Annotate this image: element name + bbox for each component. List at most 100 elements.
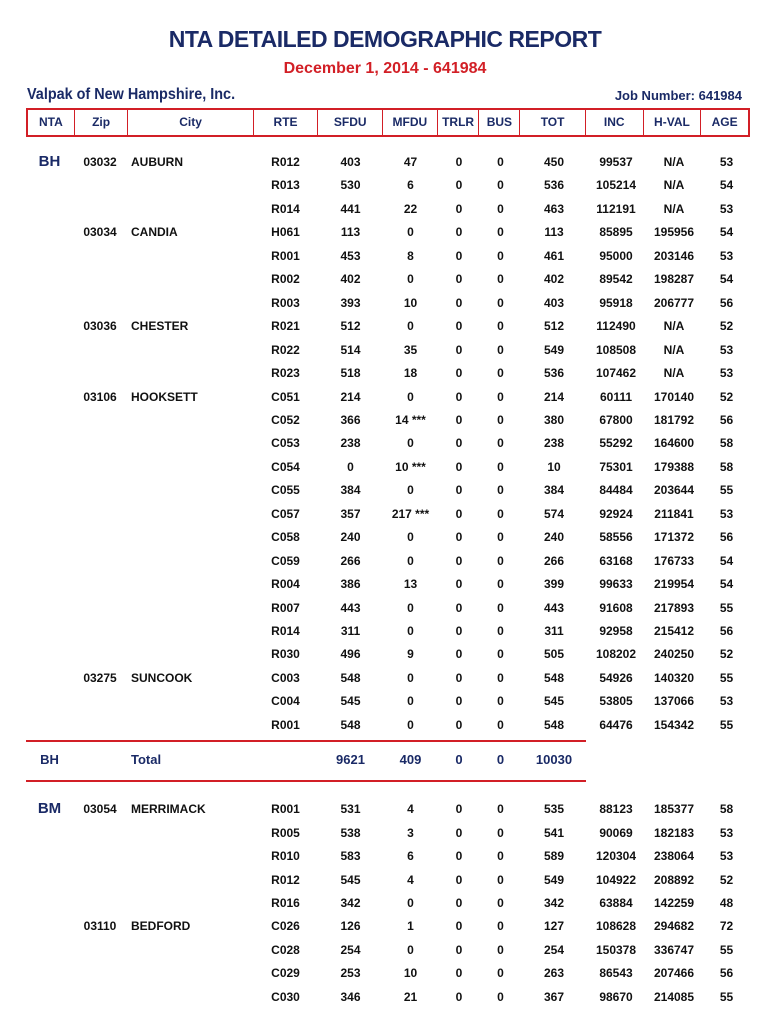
cell-bus: 0	[497, 530, 504, 545]
cell-mfdu: 0	[407, 272, 414, 287]
cell-city	[127, 551, 253, 571]
cell-hval	[645, 750, 703, 770]
cell-rte: R002	[271, 272, 300, 287]
cell-hval: 182183	[653, 825, 695, 840]
cell-bus: 0	[497, 694, 504, 709]
table-row: 03275 SUNCOOK C003 548 0 0 0 548 54926 140320 55	[26, 668, 750, 688]
cell-zip	[73, 750, 127, 770]
cell-city	[127, 846, 253, 866]
cell-trlr: 0	[455, 600, 463, 615]
cell-age: 56	[719, 966, 734, 981]
cell-mfdu: 0	[407, 600, 414, 615]
cell-sfdu: 512	[340, 319, 361, 334]
cell-zip: 03275	[83, 670, 117, 685]
cell-age: 53	[719, 849, 734, 864]
cell-bus: 0	[497, 295, 504, 310]
cell-nta: BH	[38, 153, 61, 170]
cell-trlr: 0	[455, 295, 463, 310]
cell-city	[127, 870, 253, 890]
cell-tot: 399	[543, 577, 565, 592]
col-nta: NTA	[28, 110, 75, 135]
cell-inc: 112191	[596, 201, 636, 216]
cell-sfdu: 453	[340, 248, 361, 263]
cell-bus: 0	[497, 506, 504, 521]
cell-trlr: 0	[455, 319, 463, 334]
cell-age: 56	[719, 412, 734, 427]
cell-trlr: 0	[455, 717, 463, 732]
table-row: R007 443 0 0 0 443 91608 217893 55	[26, 598, 750, 618]
table-row: C059 266 0 0 0 266 63168 176733 54	[26, 551, 750, 571]
cell-age: 56	[719, 624, 734, 638]
table-row: R004 386 13 0 0 399 99633 219954 54	[26, 574, 750, 594]
table-row: R010 583 6 0 0 589 120304 238064 53	[26, 846, 750, 866]
cell-rte: C029	[271, 966, 300, 981]
cell-rte: C052	[271, 412, 300, 427]
cell-sfdu: 545	[340, 872, 361, 887]
job-number: Job Number: 641984	[614, 88, 742, 103]
cell-sfdu: 518	[340, 366, 361, 381]
cell-sfdu: 266	[340, 553, 361, 568]
table-row: BH 03032 AUBURN R012 403 47 0 0 450 99537 N/A 53	[26, 152, 750, 172]
cell-trlr: 0	[455, 670, 463, 685]
cell-tot: 384	[543, 483, 565, 498]
cell-tot: 240	[543, 530, 565, 545]
cell-nta	[26, 691, 73, 711]
cell-age: 54	[719, 178, 734, 193]
cell-rte: R010	[271, 849, 300, 864]
cell-zip	[73, 175, 127, 195]
cell-mfdu: 9	[407, 647, 414, 662]
cell-city	[127, 963, 253, 983]
cell-inc: 91608	[599, 600, 633, 615]
cell-tot: 342	[543, 896, 565, 911]
cell-rte	[253, 750, 318, 770]
cell-nta	[26, 340, 73, 360]
table-row: R023 518 18 0 0 536 107462 N/A 53	[26, 363, 750, 383]
cell-zip	[73, 691, 127, 711]
cell-age: 55	[719, 670, 734, 685]
cell-tot: 113	[544, 225, 564, 240]
cell-tot: 541	[543, 825, 565, 840]
cell-bus: 0	[497, 942, 504, 957]
cell-inc: 64476	[599, 717, 633, 732]
cell-bus: 0	[497, 412, 504, 427]
cell-hval: 154342	[653, 717, 695, 732]
cell-age: 56	[719, 530, 734, 545]
cell-bus: 0	[497, 896, 504, 911]
cell-city	[127, 175, 253, 195]
cell-rte: R007	[271, 600, 300, 615]
cell-zip	[73, 621, 127, 641]
cell-mfdu: 4	[407, 802, 414, 817]
cell-zip: 03036	[83, 319, 117, 334]
table-row: R016 342 0 0 0 342 63884 142259 48	[26, 893, 750, 913]
cell-mfdu: 0	[407, 942, 414, 957]
cell-zip	[73, 527, 127, 547]
table-row: C055 384 0 0 0 384 84484 203644 55	[26, 480, 750, 500]
cell-rte: C058	[271, 530, 300, 545]
cell-bus: 0	[497, 802, 504, 817]
cell-tot: 512	[543, 319, 565, 334]
cell-inc: 55292	[599, 436, 633, 451]
cell-hval: 164600	[653, 436, 695, 451]
cell-trlr: 0	[455, 530, 463, 545]
table-row: R022 514 35 0 0 549 108508 N/A 53	[26, 340, 750, 360]
cell-tot: 238	[543, 436, 565, 451]
cell-inc: 92924	[599, 506, 633, 521]
cell-mfdu: 0	[407, 530, 414, 545]
cell-tot: 443	[543, 600, 565, 615]
cell-rte: C003	[271, 670, 300, 685]
cell-bus: 0	[497, 647, 504, 662]
cell-mfdu: 0	[407, 225, 414, 240]
cell-zip	[73, 644, 127, 664]
cell-age: 52	[719, 872, 734, 887]
cell-mfdu: 0	[407, 319, 414, 334]
cell-city	[127, 940, 253, 960]
cell-city: Total	[131, 752, 162, 768]
cell-city	[127, 715, 253, 735]
col-inc: INC	[586, 110, 644, 135]
cell-hval: 198287	[653, 272, 695, 287]
cell-nta	[26, 846, 73, 866]
cell-mfdu: 47	[403, 155, 418, 169]
cell-inc: 112490	[596, 319, 636, 334]
cell-nta	[26, 823, 73, 843]
cell-trlr: 0	[455, 802, 463, 817]
